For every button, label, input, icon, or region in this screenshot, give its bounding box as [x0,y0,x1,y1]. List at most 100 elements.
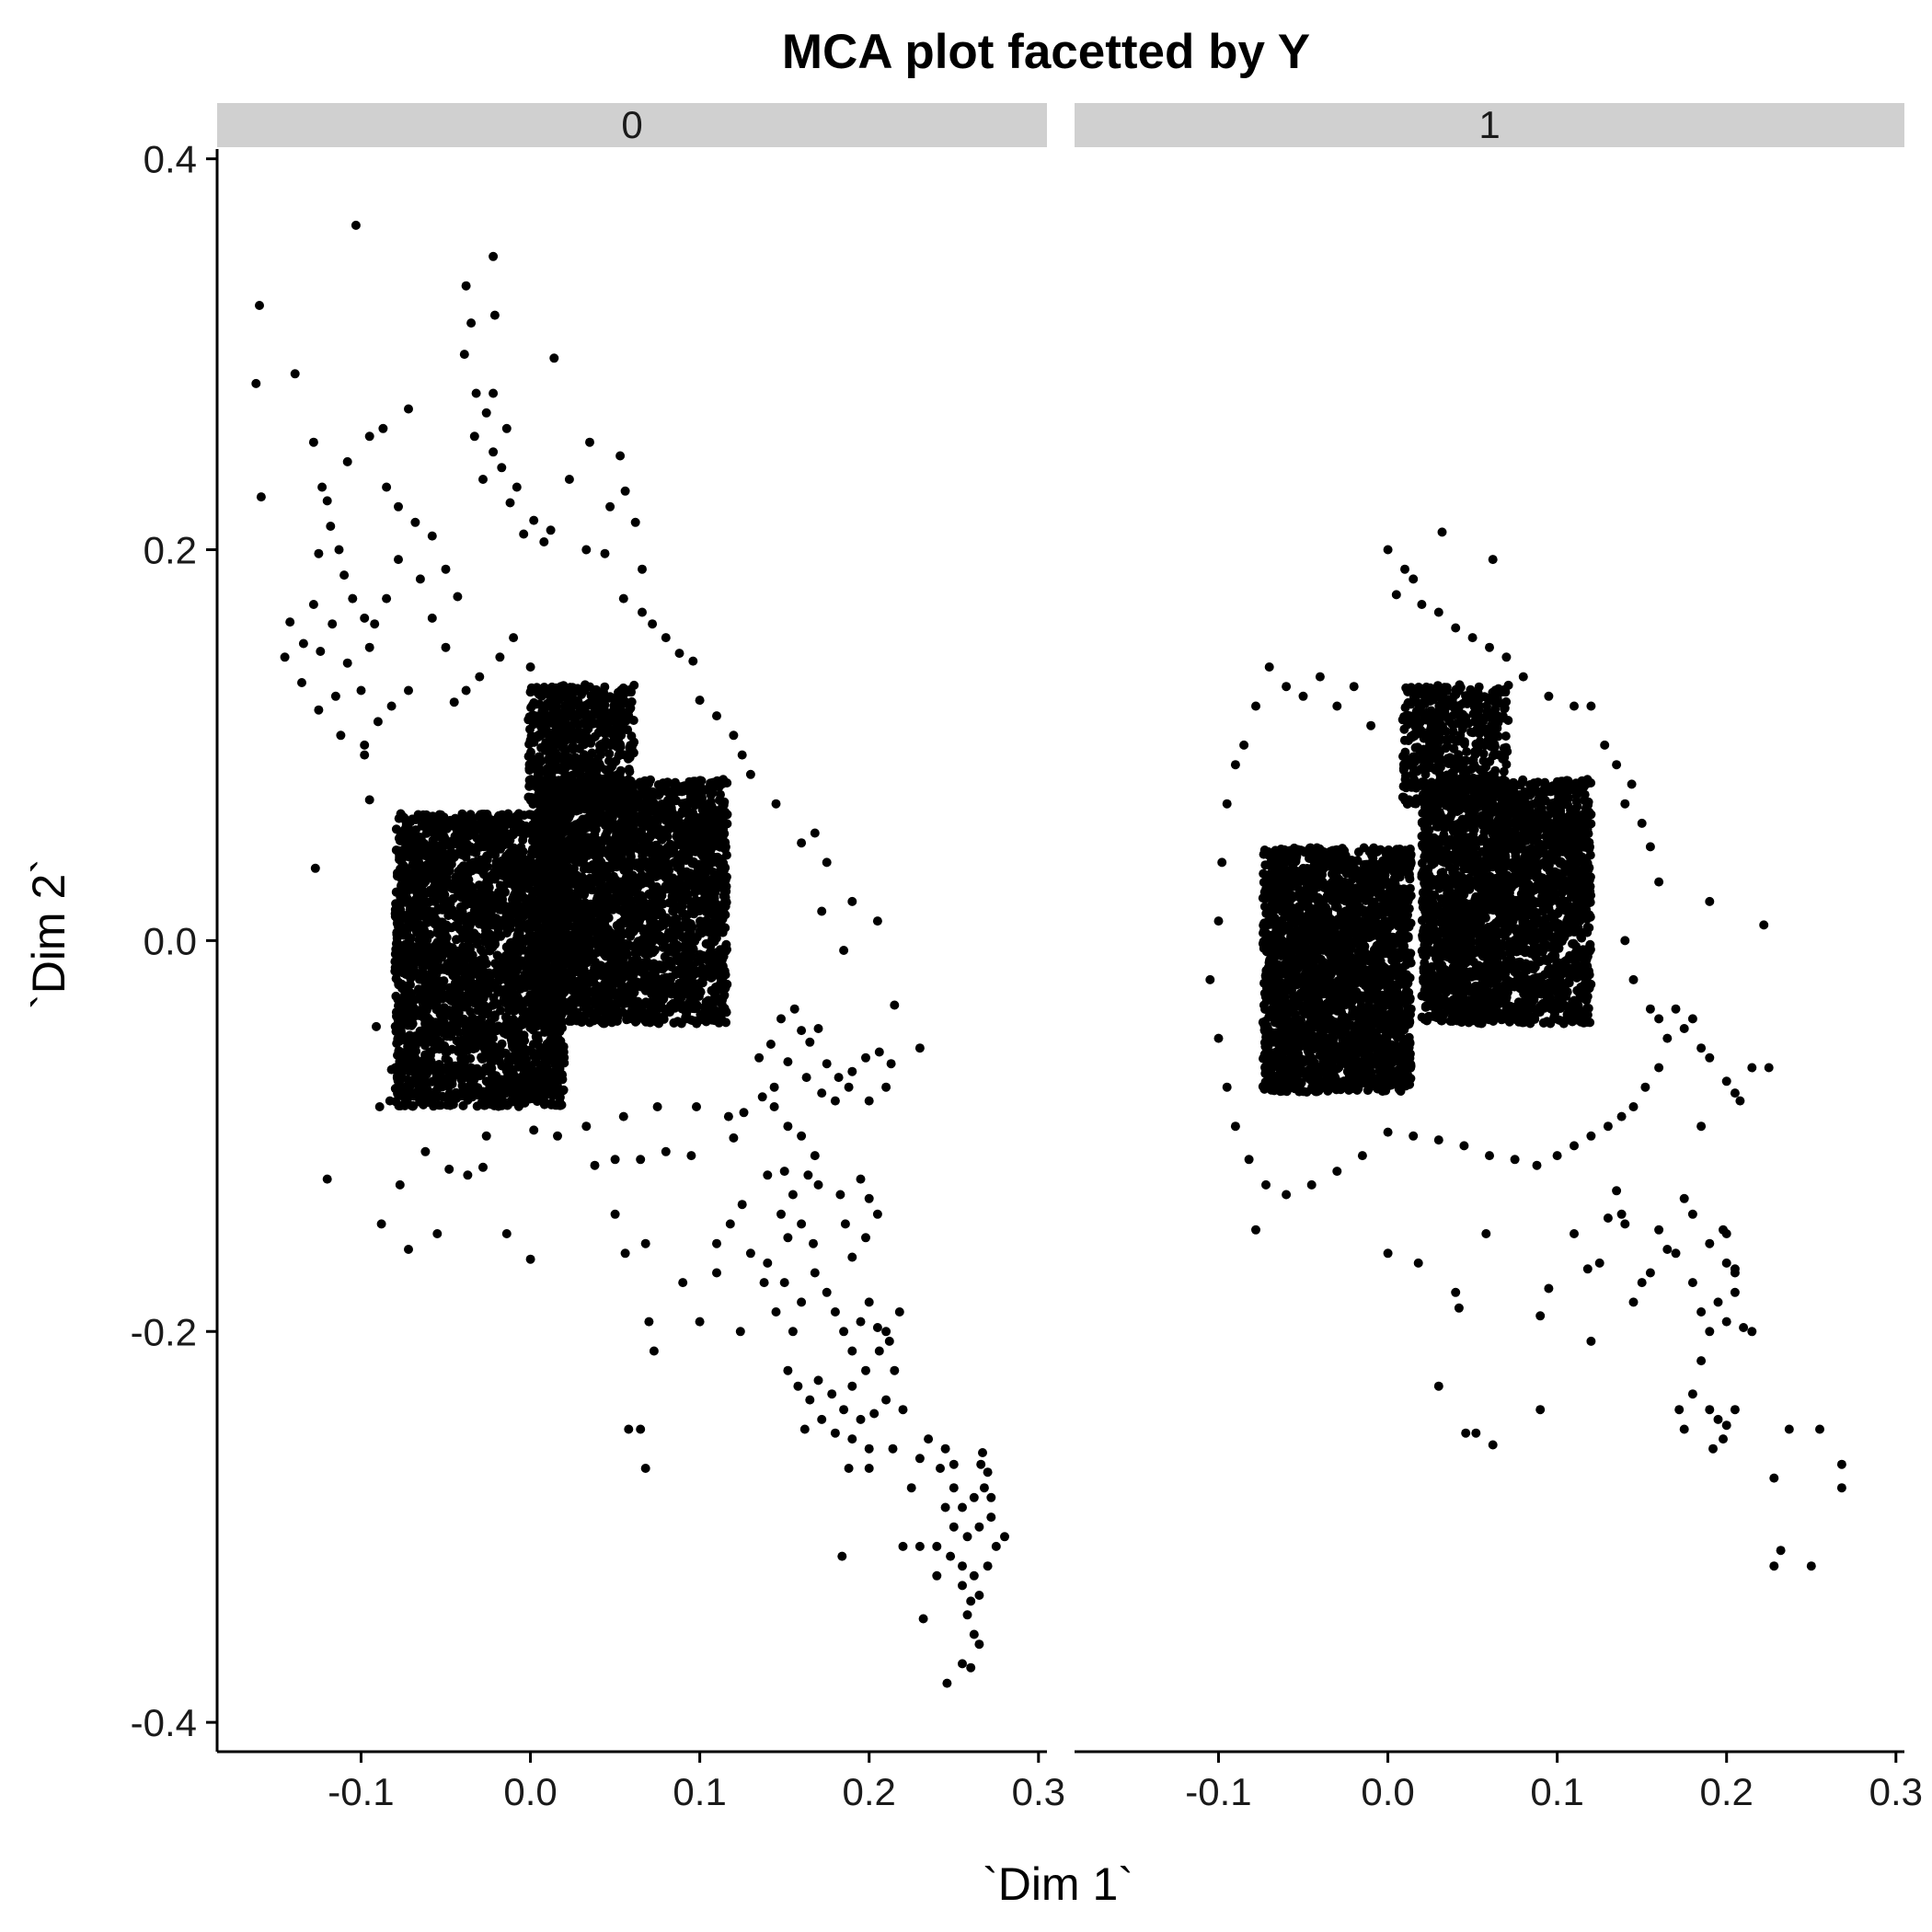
scatter-point [407,827,417,837]
scatter-point [430,896,440,906]
scatter-point [479,810,489,820]
scatter-point [609,959,619,969]
scatter-point [439,927,448,937]
scatter-point [399,847,409,857]
scatter-point [523,1045,533,1055]
scatter-point [438,816,448,826]
scatter-point [716,840,726,850]
scatter-point [462,1031,472,1041]
scatter-point [456,863,466,873]
scatter-point [401,817,411,827]
scatter-point [434,1044,444,1054]
scatter-point [718,876,728,885]
scatter-point [403,924,413,934]
scatter-point [405,936,415,946]
scatter-point [590,986,600,996]
scatter-point [486,1066,496,1076]
scatter-point [464,941,474,951]
scatter-point [413,810,423,820]
scatter-point [509,949,519,960]
scatter-point [461,1086,471,1096]
facet-panel-0: 0-0.1 0.0 0.1 0.2 0.30.40.20.0-0.2-0.4 [131,103,1065,1813]
scatter-point [532,1066,542,1076]
scatter-point [586,949,596,960]
scatter-point [391,908,401,918]
scatter-point [414,873,424,883]
scatter-point [553,1069,562,1079]
scatter-point [477,896,488,906]
scatter-point [602,990,612,999]
scatter-point [503,986,513,996]
scatter-point [424,952,433,962]
scatter-point [454,829,464,839]
scatter-point [397,957,406,967]
scatter-point [521,1095,530,1105]
scatter-point [402,892,412,903]
scatter-point [583,1007,593,1018]
scatter-point [524,1073,535,1083]
scatter-point [405,1082,415,1092]
scatter-point [408,1019,418,1029]
scatter-point [466,1006,476,1017]
scatter-point [443,959,453,969]
scatter-point [651,1007,661,1017]
scatter-point [679,953,689,962]
scatter-point [665,839,675,849]
scatter-point [456,1055,466,1065]
scatter-point [470,980,480,990]
scatter-point [519,960,528,970]
scatter-point [547,876,558,886]
scatter-point [681,888,691,898]
scatter-point [674,877,684,887]
scatter-point [535,1078,546,1088]
scatter-point [462,1073,472,1082]
scatter-point [679,806,689,816]
scatter-point [509,872,519,882]
scatter-point [507,1041,517,1051]
scatter-point [546,926,557,935]
scatter-point [475,819,485,829]
scatter-point [472,939,482,949]
scatter-point [558,1085,569,1095]
scatter-point [560,878,570,888]
scatter-point [391,824,401,834]
scatter-point [701,880,711,890]
facet-strip-label: 0 [621,103,642,146]
scatter-point [445,841,455,851]
scatter-point [495,930,504,940]
scatter-point [508,1005,518,1015]
scatter-point [434,1100,444,1110]
scatter-point [476,955,486,965]
scatter-point [411,912,420,922]
scatter-point [447,1044,457,1054]
scatter-point [433,841,443,851]
scatter-point [606,978,616,988]
scatter-point [500,1020,511,1030]
scatter-point [446,849,456,859]
scatter-point [641,997,651,1007]
scatter-point [540,1044,550,1054]
scatter-point [519,945,529,955]
scatter-point [514,1100,524,1110]
scatter-point [588,936,598,946]
scatter-point [428,827,438,837]
scatter-point [437,1027,446,1037]
scatter-point [706,838,716,848]
scatter-point [466,899,477,909]
scatter-point [420,1052,431,1063]
scatter-point [686,943,696,953]
scatter-point [612,921,622,930]
scatter-point [694,859,704,869]
scatter-point [446,1009,456,1018]
scatter-point [673,991,684,1001]
scatter-point [610,990,620,1000]
scatter-point [477,1041,488,1052]
scatter-point [431,872,442,881]
scatter-point [479,841,489,851]
scatter-point [394,1001,403,1011]
scatter-point [502,1075,512,1086]
scatter-point [459,1014,469,1024]
scatter-point [551,1087,561,1097]
scatter-point [490,822,500,833]
